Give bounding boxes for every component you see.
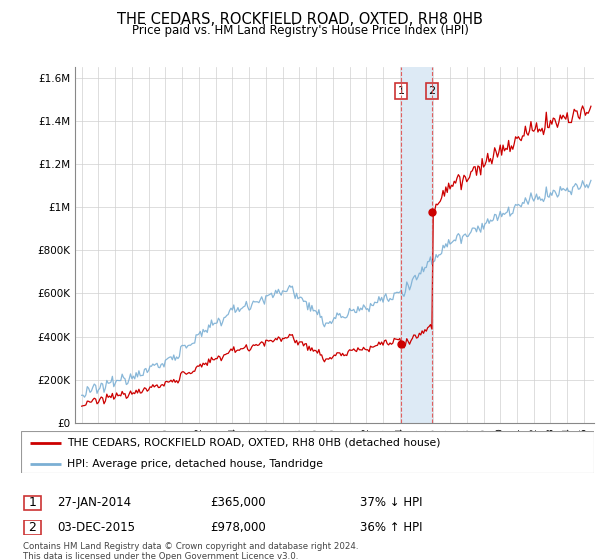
Text: 2: 2 xyxy=(428,86,436,96)
Text: £978,000: £978,000 xyxy=(210,521,266,534)
Text: 37% ↓ HPI: 37% ↓ HPI xyxy=(360,496,422,510)
Text: 03-DEC-2015: 03-DEC-2015 xyxy=(57,521,135,534)
Text: £365,000: £365,000 xyxy=(210,496,266,510)
Text: THE CEDARS, ROCKFIELD ROAD, OXTED, RH8 0HB: THE CEDARS, ROCKFIELD ROAD, OXTED, RH8 0… xyxy=(117,12,483,27)
Text: 2: 2 xyxy=(28,521,37,534)
Text: THE CEDARS, ROCKFIELD ROAD, OXTED, RH8 0HB (detached house): THE CEDARS, ROCKFIELD ROAD, OXTED, RH8 0… xyxy=(67,437,440,447)
Text: 27-JAN-2014: 27-JAN-2014 xyxy=(57,496,131,510)
Bar xyxy=(401,67,432,423)
Text: 1: 1 xyxy=(28,496,37,510)
Text: Contains HM Land Registry data © Crown copyright and database right 2024.
This d: Contains HM Land Registry data © Crown c… xyxy=(23,542,358,560)
Text: 1: 1 xyxy=(397,86,404,96)
Text: Price paid vs. HM Land Registry's House Price Index (HPI): Price paid vs. HM Land Registry's House … xyxy=(131,24,469,36)
Text: 36% ↑ HPI: 36% ↑ HPI xyxy=(360,521,422,534)
Text: HPI: Average price, detached house, Tandridge: HPI: Average price, detached house, Tand… xyxy=(67,459,323,469)
